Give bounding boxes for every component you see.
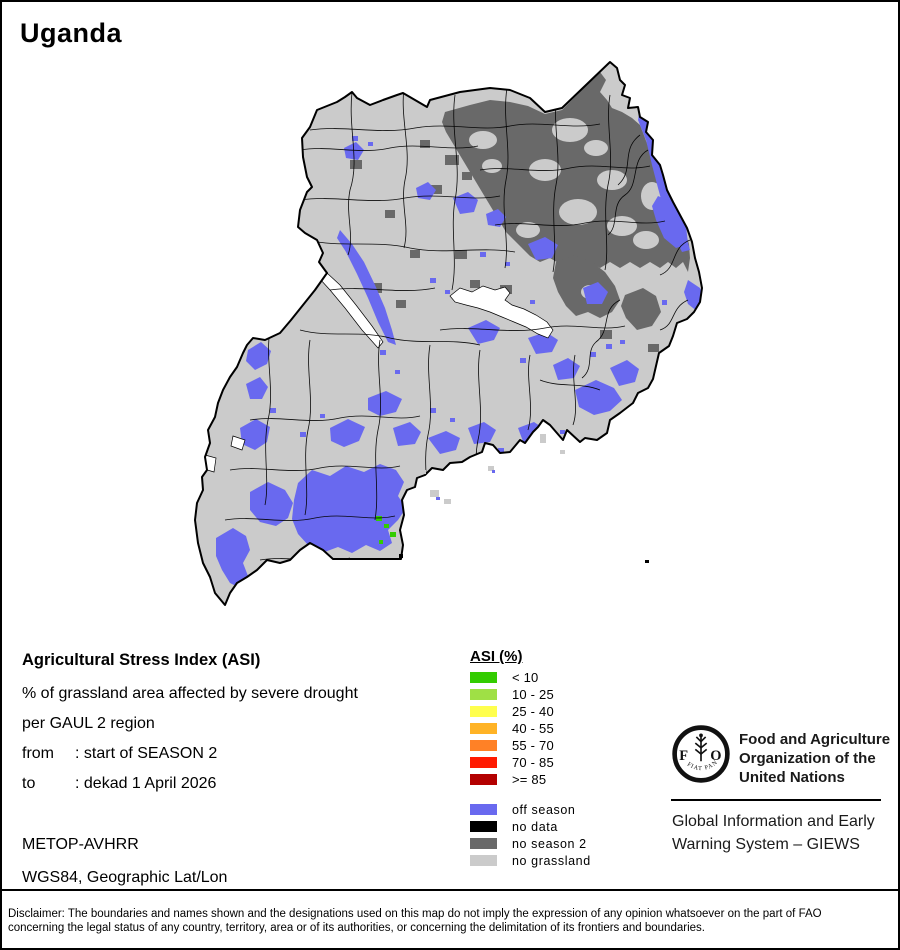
legend-color-swatch [470,723,497,734]
asi-region-line: per GAUL 2 region [22,715,155,732]
legend-color-swatch [470,804,497,815]
legend-row: 25 - 40 [470,704,640,719]
uganda-outline [194,61,703,606]
fao-logo-wheat [694,733,708,762]
fao-logo-ring [672,725,730,783]
disclaimer-line1: Disclaimer: The boundaries and names sho… [8,908,822,920]
legend-class-label: 70 - 85 [512,755,554,770]
legend-class-label: 55 - 70 [512,738,554,753]
asi-legend: ASI (%) < 10 10 - 25 25 - 40 [470,648,640,872]
projection-name: WGS84, Geographic Lat/Lon [22,869,228,886]
legend-row: 55 - 70 [470,738,640,753]
legend-class-label: 10 - 25 [512,687,554,702]
district-boundaries [224,86,691,561]
asi-low-specks [376,500,564,544]
legend-color-swatch [470,689,497,700]
legend-row: 10 - 25 [470,687,640,702]
fao-separator [671,799,881,801]
period-from-label: from [22,745,54,762]
legend-color-swatch [470,757,497,768]
legend-row: no data [470,819,640,834]
fao-logo-letter-f: F [679,748,688,764]
legend-color-swatch [470,855,497,866]
legend-extra-label: no data [512,819,558,834]
legend-class-label: 25 - 40 [512,704,554,719]
no-season2-holes [469,118,663,299]
lake-george [230,435,246,451]
legend-class-label: 40 - 55 [512,721,554,736]
lakes [203,272,554,473]
legend-row: no season 2 [470,836,640,851]
period-from: from : start of SEASON 2 [22,745,217,763]
asi-heading: Agricultural Stress Index (ASI) [22,651,261,669]
period-from-value: : start of SEASON 2 [75,745,218,762]
fao-logo-letter-o: O [710,748,721,764]
legend-row: < 10 [470,670,640,685]
legend-row: no grassland [470,853,640,868]
legend-extra-list: off season no data no season 2 no grassl… [470,802,640,868]
legend-row: 70 - 85 [470,755,640,770]
disclaimer-separator [0,889,900,891]
disclaimer-line2: concerning the legal status of any count… [8,922,705,934]
legend-class-label: >= 85 [512,772,547,787]
legend-row: >= 85 [470,772,640,787]
period-to: to : dekad 1 April 2026 [22,775,216,793]
giews-line1: Global Information and Early [672,813,875,830]
legend-color-swatch [470,774,497,785]
lake-victoria-islands [399,434,649,563]
giews-name: Global Information and Early Warning Sys… [672,810,875,856]
lake-albert [318,272,384,349]
legend-color-swatch [470,821,497,832]
legend-class-list: < 10 10 - 25 25 - 40 40 - 55 [470,670,640,787]
legend-extra-label: no grassland [512,853,591,868]
fao-org-name: Food and Agriculture Organization of the… [739,730,890,787]
legend-color-swatch [470,672,497,683]
asi-subtitle: % of grassland area affected by severe d… [22,685,358,702]
legend-color-swatch [470,706,497,717]
legend-title: ASI (%) [470,648,523,665]
page-title: Uganda [20,18,123,48]
fao-logo: F O FIAT PANIS [671,724,730,783]
fao-org-line3: United Nations [739,769,845,786]
period-to-label: to [22,775,36,792]
fao-org-line1: Food and Agriculture [739,731,891,748]
lake-kyoga [449,285,554,339]
off-season-region [216,108,702,588]
uganda-map [194,61,703,606]
legend-extra-label: no season 2 [512,836,587,851]
legend-row: off season [470,802,640,817]
legend-class-label: < 10 [512,670,539,685]
sensor-name: METOP-AVHRR [22,836,139,853]
legend-extra-label: off season [512,802,576,817]
legend-row: 40 - 55 [470,721,640,736]
fao-org-line2: Organization of the [739,750,876,767]
giews-line2: Warning System – GIEWS [672,836,860,853]
legend-color-swatch [470,740,497,751]
period-to-value: : dekad 1 April 2026 [75,775,217,792]
legend-color-swatch [470,838,497,849]
